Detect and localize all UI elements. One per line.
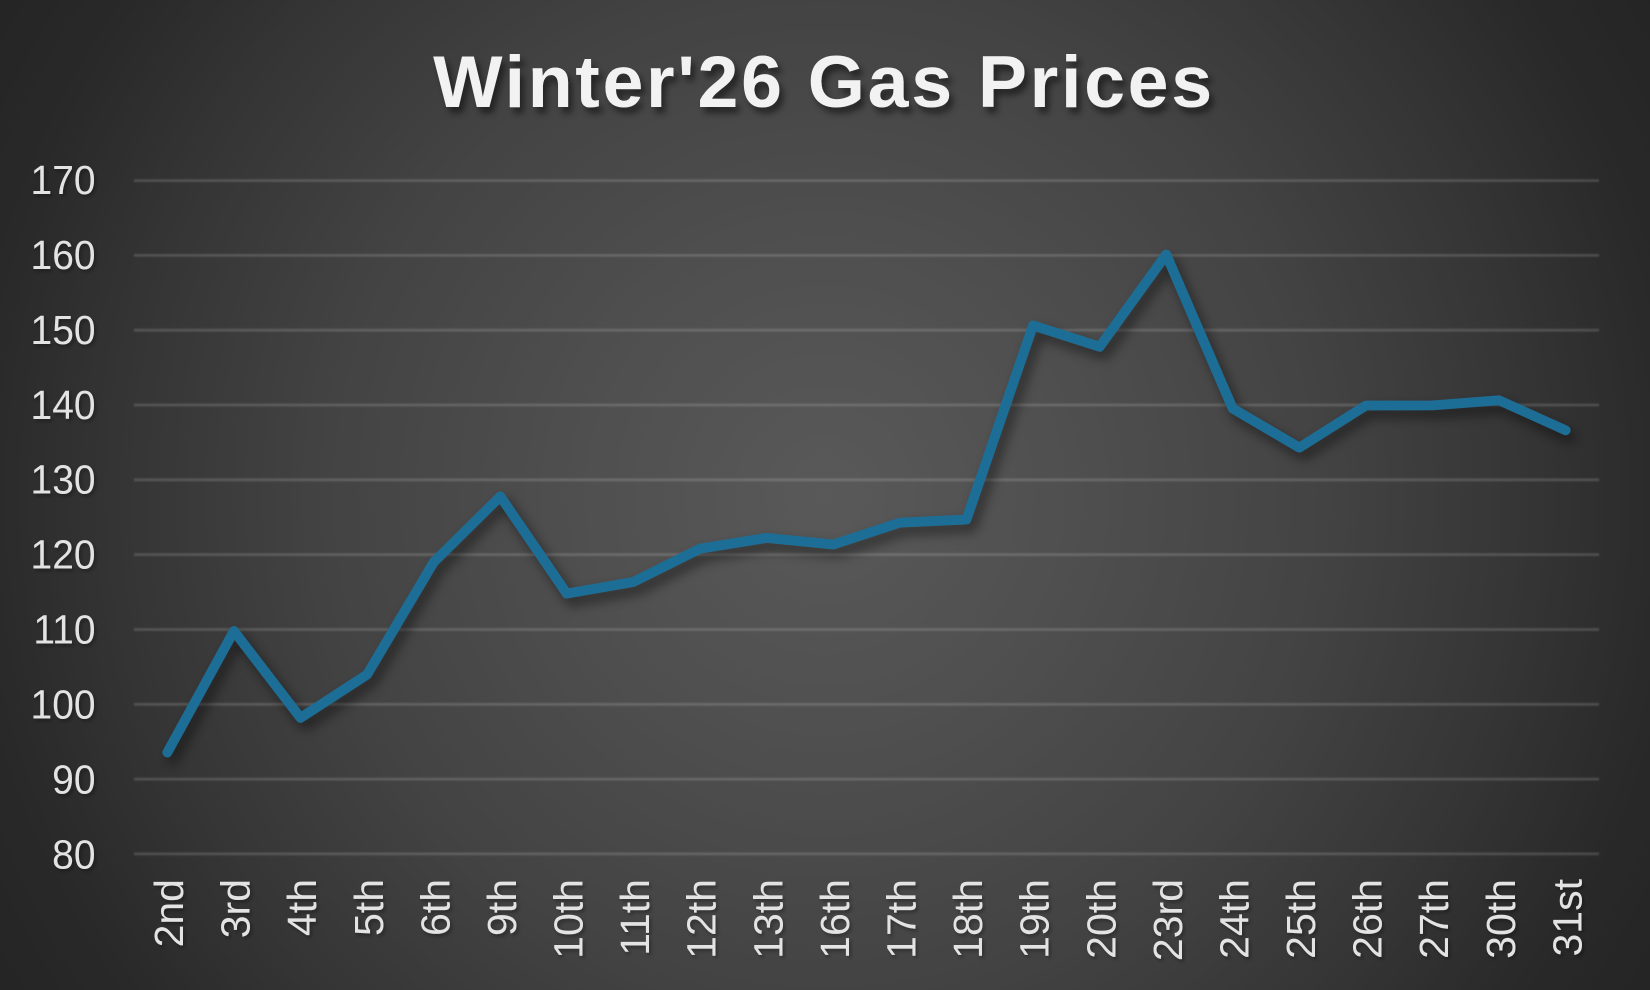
svg-text:150: 150 (31, 308, 96, 353)
svg-text:17th: 17th (879, 879, 925, 959)
svg-text:25th: 25th (1278, 879, 1324, 959)
svg-text:160: 160 (31, 233, 96, 278)
svg-text:3rd: 3rd (213, 879, 259, 938)
svg-text:6th: 6th (412, 879, 458, 936)
svg-text:2nd: 2nd (146, 879, 192, 947)
svg-text:Winter'26 Gas Prices: Winter'26 Gas Prices (433, 40, 1215, 123)
svg-text:23rd: 23rd (1145, 879, 1191, 961)
svg-text:31st: 31st (1544, 878, 1590, 956)
svg-text:10th: 10th (546, 879, 592, 959)
svg-text:5th: 5th (346, 879, 392, 936)
svg-text:4th: 4th (279, 879, 325, 936)
svg-text:90: 90 (52, 758, 95, 803)
svg-text:27th: 27th (1411, 879, 1457, 959)
svg-text:80: 80 (52, 832, 95, 877)
svg-text:9th: 9th (479, 879, 525, 936)
svg-text:11th: 11th (612, 879, 658, 956)
svg-text:130: 130 (31, 458, 96, 503)
svg-text:30th: 30th (1478, 879, 1524, 959)
svg-text:26th: 26th (1345, 879, 1391, 959)
svg-text:140: 140 (31, 383, 96, 428)
svg-text:16th: 16th (812, 879, 858, 959)
svg-text:24th: 24th (1211, 879, 1257, 959)
svg-text:110: 110 (33, 608, 95, 653)
svg-text:18th: 18th (945, 879, 991, 959)
svg-text:13th: 13th (745, 879, 791, 959)
svg-text:20th: 20th (1078, 879, 1124, 959)
svg-text:19th: 19th (1012, 879, 1058, 959)
svg-text:170: 170 (31, 158, 96, 203)
svg-text:12th: 12th (679, 879, 725, 959)
svg-text:100: 100 (31, 683, 96, 728)
svg-text:120: 120 (31, 533, 96, 578)
